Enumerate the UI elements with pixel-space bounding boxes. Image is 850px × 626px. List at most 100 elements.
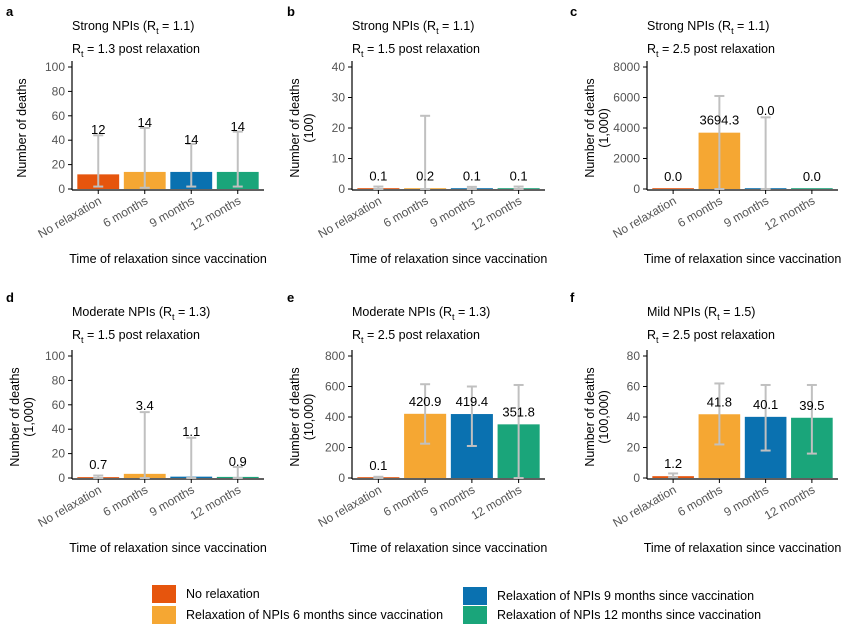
x-axis-label: Time of relaxation since vaccination — [69, 252, 267, 266]
panel-title: Moderate NPIs (Rt = 1.3) — [72, 305, 210, 322]
y-axis-label: Number of deaths(1,000) — [8, 367, 36, 466]
data-label: 419.4 — [456, 394, 489, 409]
panel-d: d Moderate NPIs (Rt = 1.3) Rt = 1.5 post r… — [6, 290, 267, 555]
data-label: 14 — [184, 132, 198, 147]
legend-label: Relaxation of NPIs 9 months since vaccin… — [497, 589, 755, 603]
x-tick-label: No relaxation — [316, 193, 384, 240]
data-label: 41.8 — [707, 394, 732, 409]
y-axis-label: Number of deaths(100) — [288, 78, 316, 177]
y-tick-label: 60 — [52, 109, 66, 123]
data-label: 40.1 — [753, 397, 778, 412]
y-tick-label: 40 — [52, 133, 66, 147]
x-tick-label: 12 months — [762, 193, 818, 233]
x-tick-label: No relaxation — [610, 482, 678, 529]
x-tick-label: 12 months — [762, 482, 818, 522]
x-tick-label: No relaxation — [36, 193, 104, 240]
y-tick-label: 0 — [338, 182, 345, 196]
data-label: 0.1 — [369, 169, 387, 184]
legend-swatch — [152, 585, 176, 603]
y-tick-label: 600 — [325, 380, 345, 394]
panel-subtitle: Rt = 2.5 post relaxation — [647, 328, 775, 345]
legend-label: No relaxation — [186, 587, 260, 601]
legend-swatch — [463, 587, 487, 605]
x-tick-label: 6 months — [101, 193, 151, 230]
legend-item-6-months: Relaxation of NPIs 6 months since vaccin… — [152, 605, 443, 625]
y-tick-label: 800 — [325, 349, 345, 363]
data-label: 0.9 — [229, 454, 247, 469]
y-tick-label: 100 — [45, 60, 65, 74]
data-label: 0.7 — [89, 457, 107, 472]
bar — [791, 188, 833, 189]
x-tick-label: No relaxation — [610, 193, 678, 240]
panel-a: a Strong NPIs (Rt = 1.1) Rt = 1.3 post rel… — [6, 4, 267, 266]
y-tick-label: 40 — [627, 410, 641, 424]
panel-title: Mild NPIs (Rt = 1.5) — [647, 305, 755, 322]
y-axis-label: Number of deaths(1,000) — [583, 78, 611, 177]
data-label: 3694.3 — [699, 113, 739, 128]
panel-letter: f — [570, 290, 575, 305]
y-tick-label: 100 — [45, 349, 65, 363]
x-axis-label: Time of relaxation since vaccination — [350, 541, 548, 555]
x-tick-label: No relaxation — [36, 482, 104, 529]
panel-title: Strong NPIs (Rt = 1.1) — [352, 19, 474, 36]
figure: a Strong NPIs (Rt = 1.1) Rt = 1.3 post rel… — [6, 4, 841, 555]
y-tick-label: 80 — [52, 373, 66, 387]
data-label: 0.0 — [757, 103, 775, 118]
x-tick-label: 12 months — [188, 193, 244, 233]
data-label: 14 — [138, 115, 152, 130]
panel-subtitle: Rt = 1.5 post relaxation — [352, 42, 480, 59]
data-label: 0.1 — [510, 169, 528, 184]
y-tick-label: 6000 — [613, 91, 640, 105]
y-tick-label: 80 — [627, 349, 641, 363]
data-label: 351.8 — [502, 404, 535, 419]
panel-subtitle: Rt = 1.5 post relaxation — [72, 328, 200, 345]
legend-label: Relaxation of NPIs 6 months since vaccin… — [186, 608, 444, 622]
panel-title: Moderate NPIs (Rt = 1.3) — [352, 305, 490, 322]
legend-label: Relaxation of NPIs 12 months since vacci… — [497, 608, 762, 622]
legend-item-9-months: Relaxation of NPIs 9 months since vaccin… — [463, 586, 754, 606]
y-tick-label: 200 — [325, 441, 345, 455]
legend: No relaxation Relaxation of NPIs 6 month… — [0, 582, 850, 626]
data-label: 3.4 — [136, 398, 154, 413]
y-tick-label: 40 — [332, 60, 346, 74]
y-tick-label: 8000 — [613, 60, 640, 74]
panel-c: c Strong NPIs (Rt = 1.1) Rt = 2.5 post rel… — [570, 4, 841, 266]
panel-subtitle: Rt = 1.3 post relaxation — [72, 42, 200, 59]
y-tick-label: 20 — [627, 441, 641, 455]
panel-subtitle: Rt = 2.5 post relaxation — [647, 42, 775, 59]
x-tick-label: 6 months — [675, 482, 725, 519]
y-tick-label: 60 — [627, 380, 641, 394]
x-axis-label: Time of relaxation since vaccination — [644, 541, 842, 555]
panel-f: f Mild NPIs (Rt = 1.5) Rt = 2.5 post relax… — [570, 290, 841, 555]
y-tick-label: 0 — [58, 182, 65, 196]
x-tick-label: No relaxation — [316, 482, 384, 529]
y-tick-label: 20 — [332, 121, 346, 135]
data-label: 1.2 — [664, 456, 682, 471]
y-tick-label: 0 — [633, 471, 640, 485]
x-tick-label: 6 months — [675, 193, 725, 230]
panel-e: e Moderate NPIs (Rt = 1.3) Rt = 2.5 post r… — [287, 290, 547, 555]
panel-title: Strong NPIs (Rt = 1.1) — [72, 19, 194, 36]
y-axis-label: Number of deaths(100,000) — [583, 367, 611, 466]
y-axis-label: Number of deaths — [15, 78, 29, 177]
panel-title: Strong NPIs (Rt = 1.1) — [647, 19, 769, 36]
data-label: 0.1 — [463, 169, 481, 184]
data-label: 12 — [91, 122, 105, 137]
legend-item-12-months: Relaxation of NPIs 12 months since vacci… — [463, 605, 761, 625]
y-tick-label: 4000 — [613, 121, 640, 135]
y-tick-label: 400 — [325, 410, 345, 424]
y-tick-label: 80 — [52, 84, 66, 98]
data-label: 1.1 — [182, 424, 200, 439]
panel-letter: a — [6, 4, 14, 19]
x-tick-label: 6 months — [381, 193, 431, 230]
y-tick-label: 60 — [52, 398, 66, 412]
data-label: 0.0 — [803, 169, 821, 184]
panel-letter: b — [287, 4, 295, 19]
data-label: 14 — [231, 119, 245, 134]
data-label: 0.1 — [369, 458, 387, 473]
y-axis-label: Number of deaths(10,000) — [288, 367, 316, 466]
y-tick-label: 40 — [52, 422, 66, 436]
y-tick-label: 0 — [338, 471, 345, 485]
panel-letter: e — [287, 290, 294, 305]
legend-swatch — [463, 606, 487, 624]
